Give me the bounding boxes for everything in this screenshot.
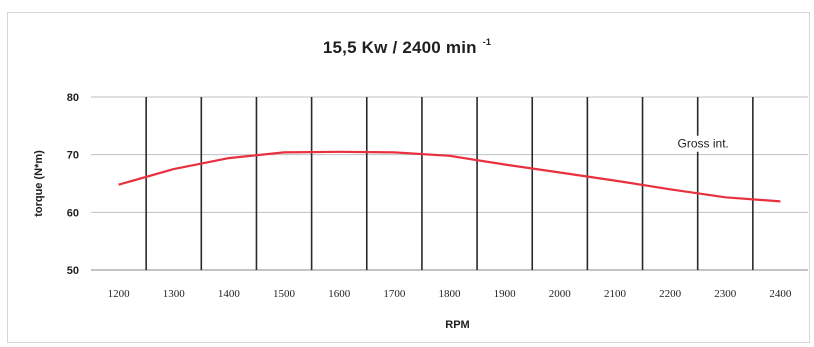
x-tick-label: 1400 [218, 288, 241, 300]
x-tick-label: 1800 [439, 288, 462, 300]
chart-title-text: 15,5 Kw / 2400 min [322, 38, 477, 57]
x-tick-label: 2300 [714, 288, 737, 300]
annotation-background [674, 135, 732, 152]
x-tick-label: 2200 [659, 288, 682, 300]
x-axis-title: RPM [445, 319, 469, 331]
x-tick-label: 1600 [328, 288, 351, 300]
chart-title-superscript: -1 [482, 37, 492, 47]
x-tick-label: 2000 [549, 288, 572, 300]
annotation-label: Gross int. [678, 137, 729, 151]
chart-title: 15,5 Kw / 2400 min -1 [0, 37, 814, 58]
x-tick-label: 1700 [383, 288, 406, 300]
x-tick-label: 2400 [769, 288, 792, 300]
y-tick-label: 70 [67, 150, 79, 162]
series-line [118, 150, 781, 203]
y-axis-title: torque (N*m) [33, 150, 45, 217]
x-tick-label: 1200 [108, 288, 131, 300]
x-tick-label: 2100 [604, 288, 627, 300]
y-tick-label: 80 [67, 92, 79, 104]
x-tick-label: 1500 [273, 288, 296, 300]
x-tick-label: 1900 [494, 288, 517, 300]
y-tick-label: 50 [67, 265, 79, 277]
y-tick-label: 60 [67, 207, 79, 219]
x-tick-label: 1300 [163, 288, 186, 300]
